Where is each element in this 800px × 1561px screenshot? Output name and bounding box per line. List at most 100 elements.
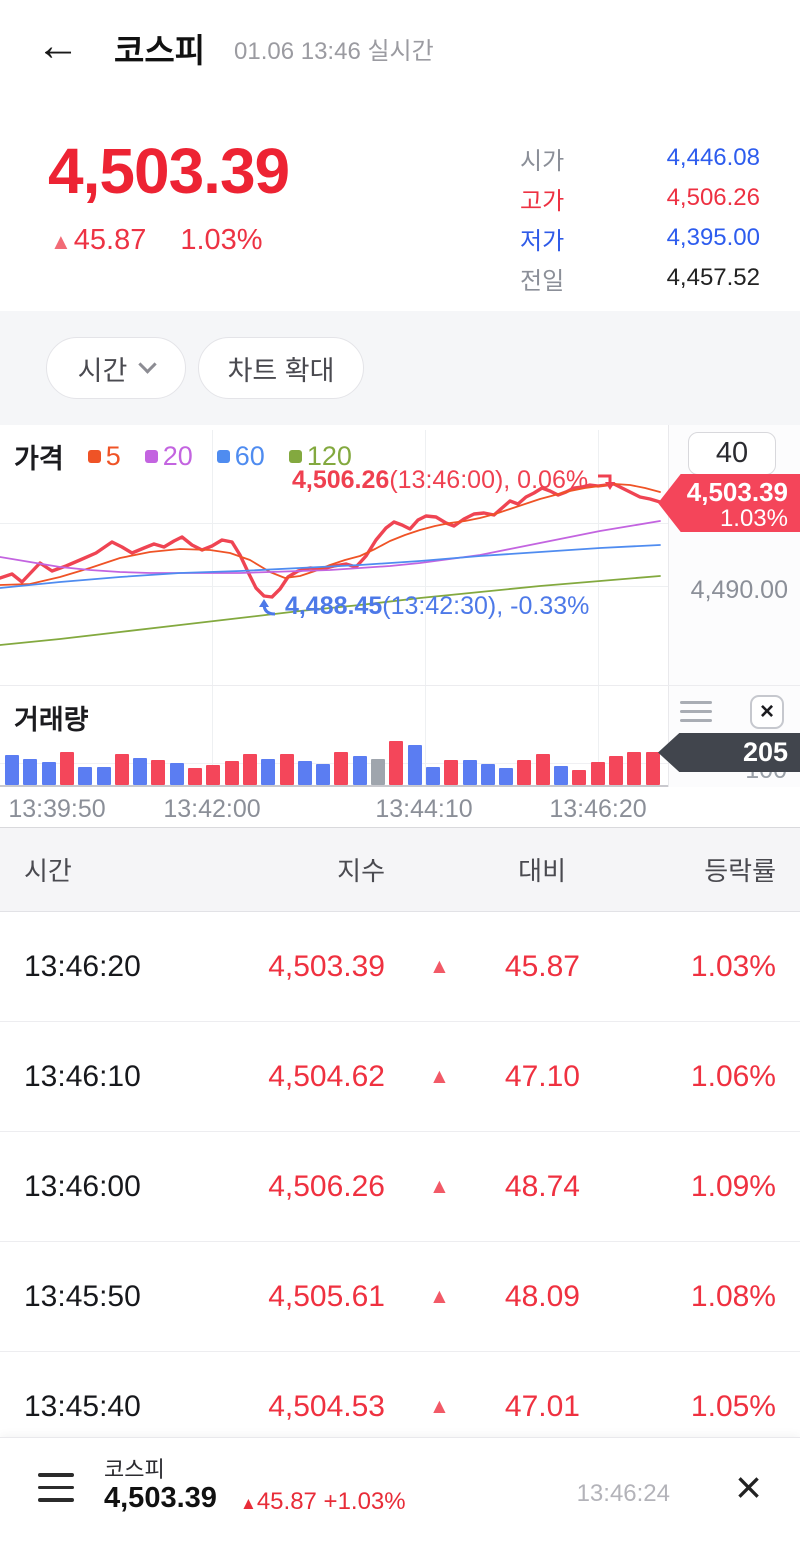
up-triangle-icon: ▲ [429, 1284, 450, 1308]
col-header-change: 대비 [518, 856, 566, 886]
annotation-low: 4,488.45(13:42:30), -0.33% [256, 592, 589, 621]
stats-panel: 시가 4,446.08 고가 4,506.26 저가 4,395.00 전일 4… [470, 138, 760, 298]
badge-percent: 1.03% [719, 505, 788, 532]
price-change-row: ▲45.87 1.03% [50, 224, 263, 257]
volume-bar [407, 745, 422, 785]
stat-value: 4,506.26 [666, 184, 760, 211]
current-price-badge: 4,503.39 1.03% [658, 474, 800, 532]
stat-label: 시가 [520, 147, 565, 175]
page-title: 코스피 [114, 32, 206, 69]
current-price: 4,503.39 [48, 135, 290, 207]
up-triangle-icon: ▲ [429, 954, 450, 978]
volume-bar [499, 768, 514, 785]
up-triangle-icon: ▲ [429, 1174, 450, 1198]
volume-bar [462, 760, 477, 785]
cell-time: 13:46:10 [24, 1059, 141, 1093]
stat-low: 저가 4,395.00 [470, 218, 760, 258]
table-row[interactable]: 13:46:10 4,504.62 ▲ 47.10 1.06% [0, 1022, 800, 1132]
legend-label: 60 [234, 441, 265, 471]
stat-label: 저가 [520, 227, 565, 255]
volume-close-button[interactable]: × [750, 695, 784, 729]
up-triangle-icon: ▲ [50, 229, 72, 254]
price-chart[interactable] [0, 425, 668, 685]
quote-table: 시간 지수 대비 등락률 13:46:20 4,503.39 ▲ 45.87 1.… [0, 828, 800, 1462]
legend-label: 20 [162, 441, 193, 471]
volume-bar [554, 766, 568, 785]
annotation-high-value: 4,506.26 [292, 466, 390, 494]
volume-bar [517, 760, 532, 785]
arrow-down-right-icon [598, 474, 616, 490]
annotation-high: 4,506.26(13:46:00), 0.06% [292, 466, 619, 495]
x-tick: 13:44:10 [375, 795, 473, 823]
legend-title: 가격 [14, 444, 64, 474]
stat-value: 4,446.08 [666, 144, 760, 171]
legend-item-ma60: 60 [216, 441, 265, 472]
interval-select[interactable]: 시간 [46, 337, 186, 399]
cell-index: 4,505.61 [268, 1279, 385, 1313]
x-tick: 13:46:20 [549, 795, 647, 823]
cell-index: 4,503.39 [268, 949, 385, 983]
interval-count-box[interactable]: 40 [688, 432, 776, 475]
ma20-line [0, 520, 661, 574]
volume-menu-icon[interactable] [680, 701, 712, 722]
cell-pct: 1.09% [690, 1169, 776, 1203]
cell-time: 13:45:40 [24, 1389, 141, 1423]
legend-label: 120 [306, 441, 352, 471]
volume-bar [151, 760, 166, 785]
volume-bar [389, 741, 404, 785]
badge-price: 4,503.39 [686, 477, 788, 507]
cell-index: 4,504.53 [268, 1389, 385, 1423]
table-row[interactable]: 13:46:20 4,503.39 ▲ 45.87 1.03% [0, 912, 800, 1022]
stat-value: 4,457.52 [666, 264, 760, 291]
stat-prev-close: 전일 4,457.52 [470, 258, 760, 298]
footer-price: 4,503.39 [104, 1482, 217, 1514]
annotation-low-value: 4,488.45 [284, 592, 383, 620]
table-row[interactable]: 13:46:00 4,506.26 ▲ 48.74 1.09% [0, 1132, 800, 1242]
header-timestamp: 01.06 13:46 실시간 [234, 38, 434, 65]
stat-high: 고가 4,506.26 [470, 178, 760, 218]
gridline-vertical [425, 430, 426, 785]
volume-gridline [0, 763, 668, 764]
annotation-high-suffix: (13:46:00), 0.06% [389, 466, 589, 494]
stat-open: 시가 4,446.08 [470, 138, 760, 178]
cell-pct: 1.03% [690, 949, 776, 983]
volume-bar [59, 752, 74, 785]
cell-time: 13:46:20 [24, 949, 141, 983]
back-button[interactable]: ← [36, 21, 80, 70]
volume-bar [224, 761, 239, 785]
volume-bar [279, 754, 294, 785]
volume-bar [169, 763, 184, 785]
change-percent: 1.03% [180, 224, 263, 256]
close-icon[interactable]: × [735, 1461, 762, 1513]
chart-expand-button[interactable]: 차트 확대 [198, 337, 364, 399]
cell-change: 47.10 [504, 1059, 580, 1093]
volume-bar [480, 764, 495, 785]
volume-bar [572, 770, 587, 785]
volume-bar [316, 764, 331, 785]
stat-label: 전일 [520, 267, 565, 295]
cell-pct: 1.06% [690, 1059, 776, 1093]
stat-label: 고가 [520, 187, 565, 215]
cell-change: 45.87 [504, 949, 580, 983]
volume-bar [608, 756, 623, 785]
legend-item-ma20: 20 [144, 441, 193, 472]
chart-legend: 가격 5 20 60 120 [14, 437, 352, 476]
y-axis-label: 4,490.00 [690, 576, 788, 604]
section-divider [0, 685, 800, 686]
col-header-time: 시간 [24, 856, 72, 886]
interval-select-label: 시간 [77, 355, 128, 386]
volume-bar [242, 754, 257, 785]
table-row[interactable]: 13:45:50 4,505.61 ▲ 48.09 1.08% [0, 1242, 800, 1352]
volume-bar [78, 767, 93, 785]
volume-bar [352, 756, 367, 785]
cell-pct: 1.08% [690, 1279, 776, 1313]
volume-bar [188, 768, 202, 785]
volume-chart[interactable] [0, 735, 668, 785]
cell-index: 4,504.62 [268, 1059, 385, 1093]
legend-swatch [216, 450, 230, 463]
cell-time: 13:46:00 [24, 1169, 141, 1203]
gridline-vertical [598, 430, 599, 785]
menu-icon[interactable] [38, 1473, 74, 1502]
volume-bar [371, 759, 385, 785]
